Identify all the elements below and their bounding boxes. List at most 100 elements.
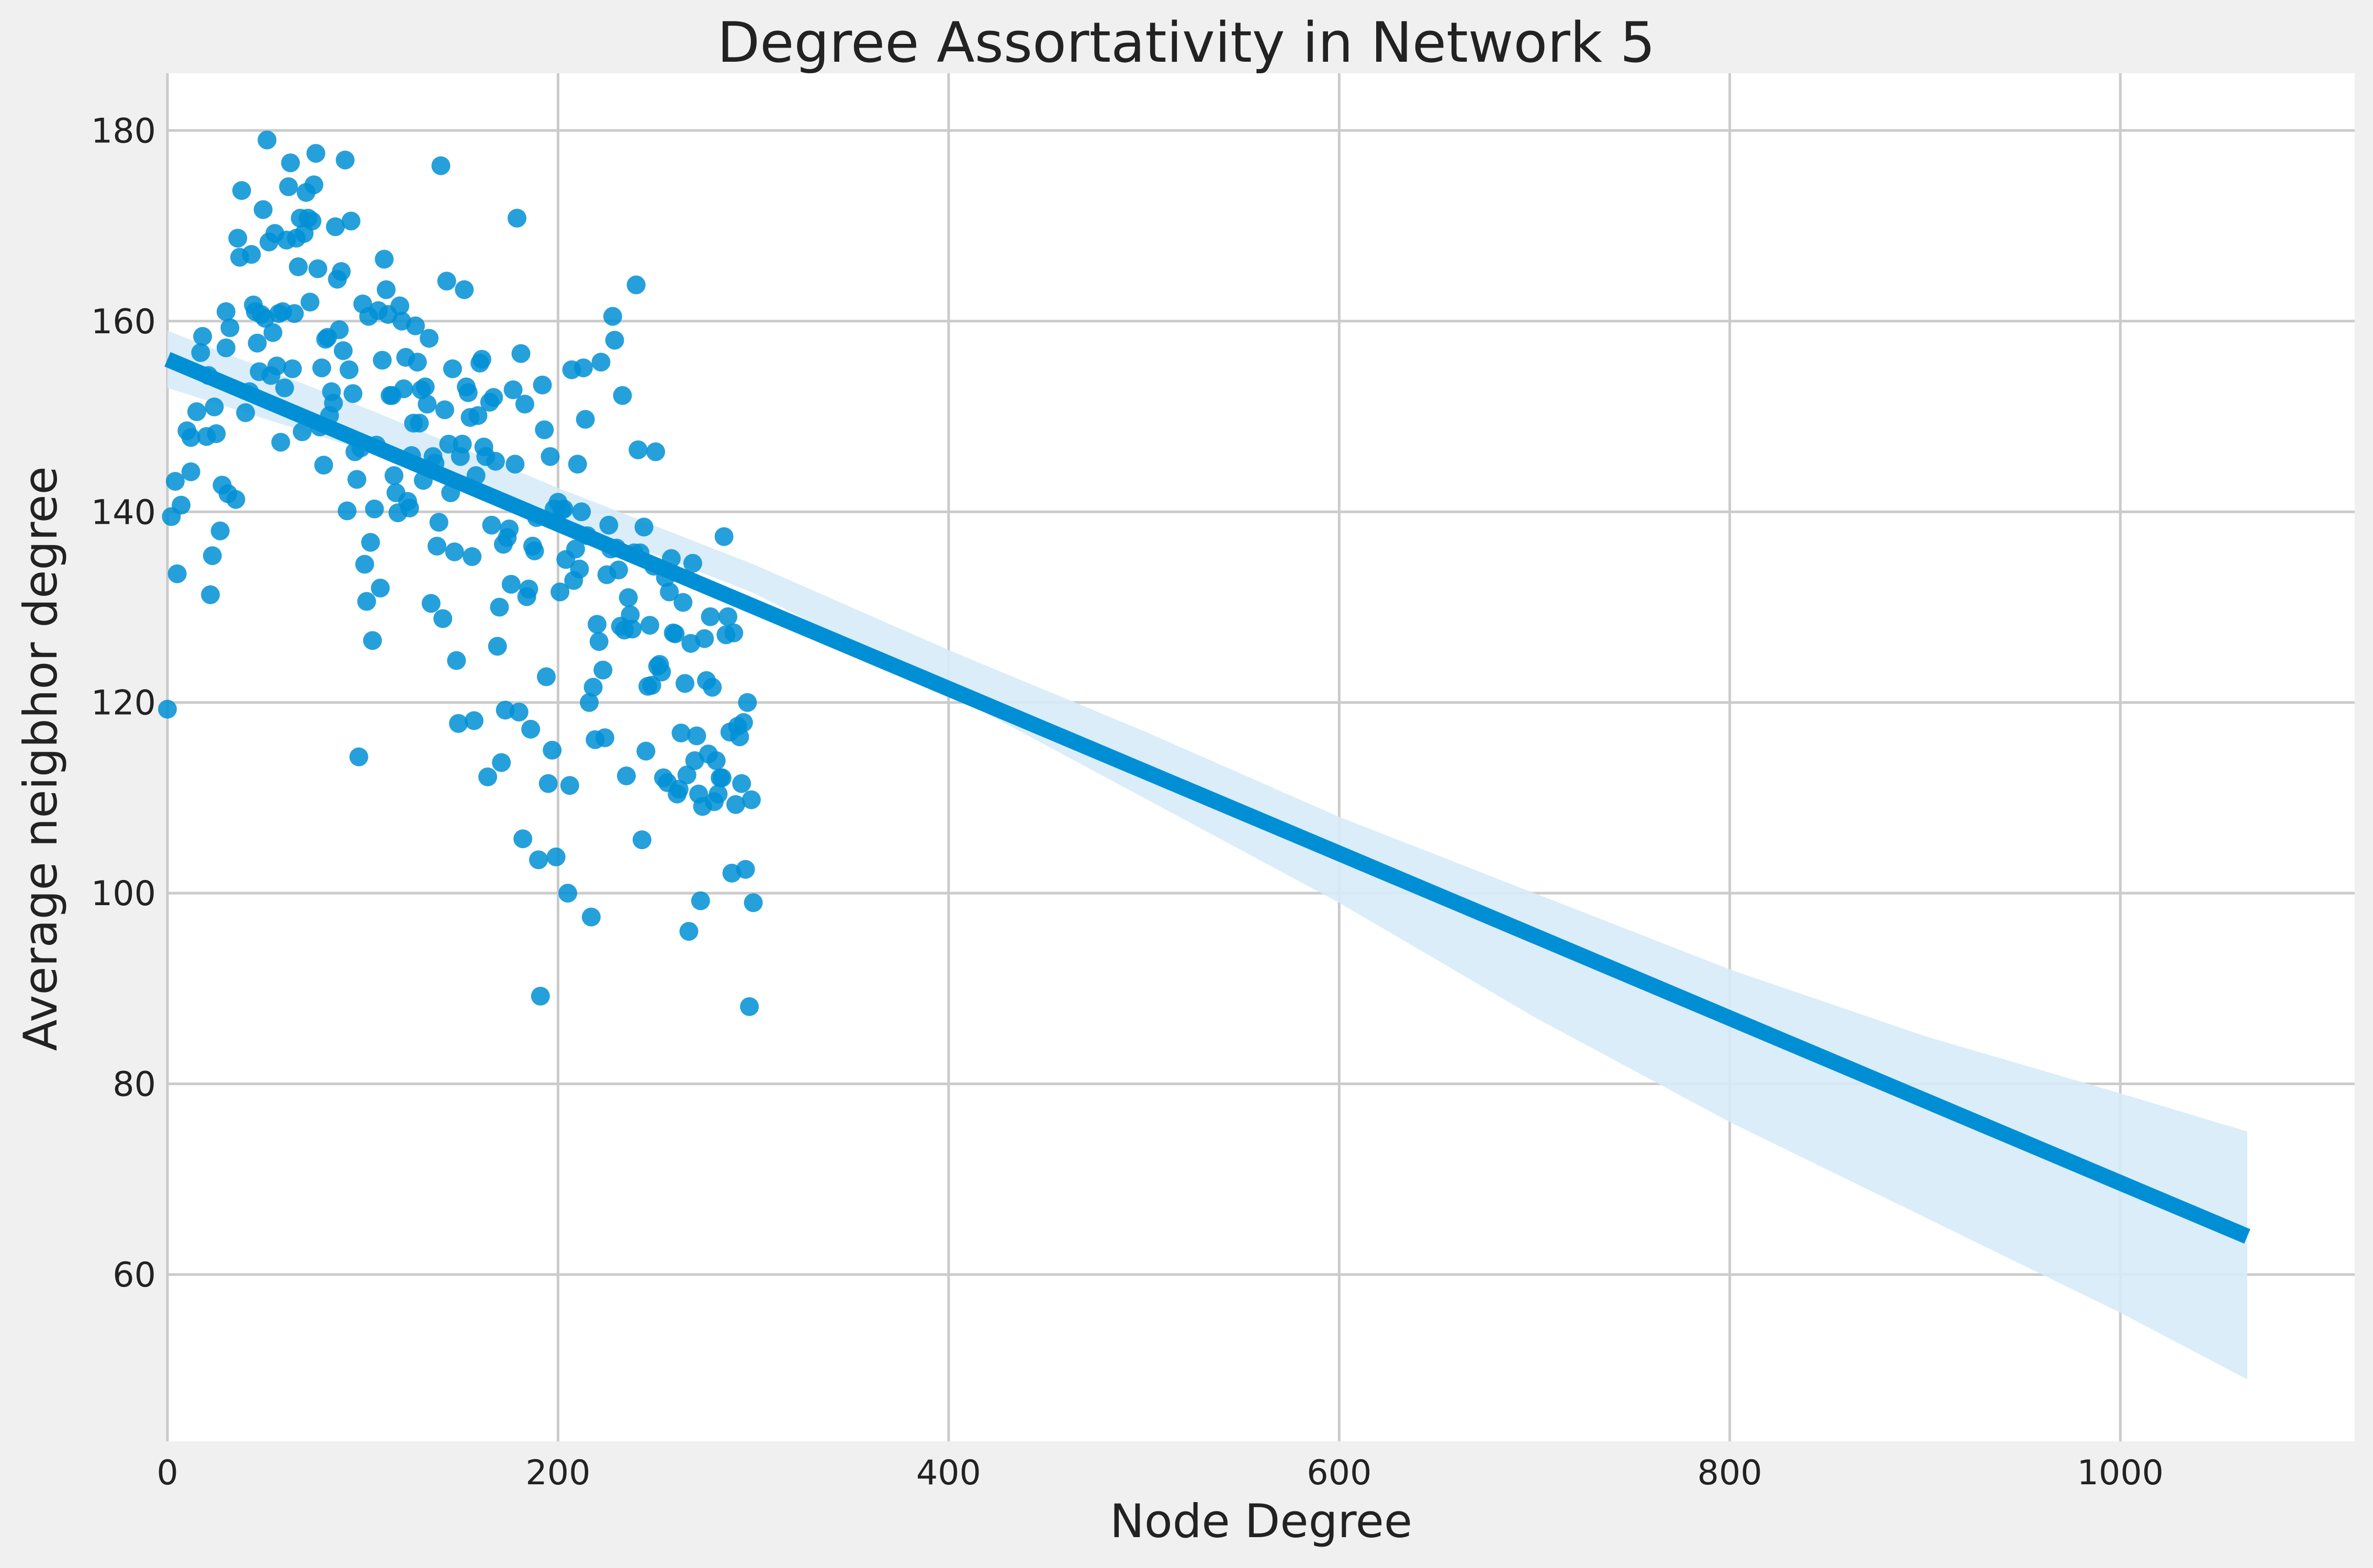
data-point	[505, 455, 525, 474]
data-point	[595, 728, 614, 748]
data-point	[406, 316, 425, 335]
data-point	[588, 615, 607, 634]
data-point	[464, 711, 483, 730]
data-point	[546, 847, 566, 866]
data-point	[463, 547, 482, 566]
data-point	[181, 462, 200, 481]
data-point	[248, 333, 267, 353]
chart-title: Degree Assortativity in Network 5	[717, 10, 1656, 75]
data-point	[550, 582, 570, 602]
data-point	[535, 420, 554, 439]
data-point	[281, 153, 300, 173]
data-point	[712, 768, 732, 787]
data-point	[691, 891, 710, 910]
data-point	[158, 700, 177, 719]
data-point	[263, 323, 283, 342]
data-point	[365, 499, 384, 518]
y-axis-label: Average neigbhor degree	[14, 466, 68, 1051]
data-point	[232, 181, 251, 200]
data-point	[618, 588, 638, 607]
data-point	[357, 592, 376, 611]
data-point	[394, 379, 413, 399]
data-point	[242, 245, 261, 264]
data-point	[343, 384, 363, 403]
data-point	[568, 455, 587, 474]
data-point	[732, 774, 751, 793]
x-axis-label: Node Degree	[1110, 1494, 1412, 1548]
data-point	[484, 388, 503, 407]
data-point	[730, 727, 749, 747]
y-tick-labels: 60 80 100 120 140 160 180	[91, 111, 156, 1295]
data-point	[529, 850, 548, 870]
data-point	[511, 344, 531, 363]
data-point	[642, 675, 661, 695]
data-point	[613, 386, 632, 405]
data-point	[253, 200, 273, 219]
x-tick-label: 200	[525, 1453, 590, 1493]
data-point	[347, 470, 367, 489]
data-point	[521, 719, 541, 739]
data-point	[632, 830, 651, 850]
data-point	[673, 593, 693, 612]
data-point	[236, 403, 255, 422]
data-point	[714, 527, 734, 546]
data-point	[566, 539, 586, 559]
data-point	[671, 724, 691, 743]
x-tick-label: 400	[916, 1453, 981, 1493]
data-point	[500, 520, 519, 539]
data-point	[573, 358, 593, 378]
data-point	[400, 498, 419, 517]
data-point	[695, 629, 714, 648]
data-point	[293, 422, 312, 442]
data-point	[187, 402, 206, 421]
data-point	[738, 693, 757, 712]
data-point	[453, 434, 472, 454]
data-point	[167, 564, 187, 583]
data-point	[279, 177, 298, 196]
data-point	[455, 280, 474, 299]
data-point	[636, 741, 656, 761]
data-point	[338, 501, 357, 521]
data-point	[418, 394, 437, 414]
data-point	[437, 272, 456, 291]
data-point	[201, 585, 220, 604]
data-point	[435, 400, 454, 420]
data-point	[181, 428, 200, 447]
data-point	[543, 740, 562, 760]
points-layer	[158, 130, 763, 1017]
data-point	[503, 380, 523, 400]
data-point	[458, 383, 478, 402]
data-point	[468, 406, 488, 425]
data-point	[634, 517, 654, 537]
data-point	[283, 359, 302, 378]
data-point	[519, 579, 538, 599]
data-point	[560, 776, 579, 795]
data-point	[304, 175, 323, 195]
data-point	[205, 397, 224, 416]
data-point	[488, 637, 507, 656]
data-point	[324, 393, 343, 413]
data-point	[314, 455, 333, 475]
data-point	[525, 541, 544, 560]
data-point	[701, 607, 720, 626]
data-point	[740, 997, 759, 1017]
data-point	[736, 860, 755, 879]
data-point	[408, 353, 427, 372]
data-point	[271, 433, 290, 452]
data-point	[554, 499, 573, 518]
data-point	[210, 521, 230, 540]
data-point	[267, 356, 286, 376]
x-tick-label: 1000	[2077, 1453, 2163, 1493]
y-tick-label: 120	[91, 684, 156, 723]
data-point	[478, 767, 498, 786]
x-tick-label: 800	[1697, 1453, 1762, 1493]
data-point	[335, 150, 355, 170]
data-point	[490, 597, 509, 617]
data-point	[445, 542, 464, 561]
data-point	[531, 986, 550, 1006]
data-point	[285, 304, 304, 323]
data-point	[420, 329, 439, 348]
data-point	[433, 609, 453, 628]
data-point	[666, 624, 685, 644]
data-point	[447, 651, 466, 670]
